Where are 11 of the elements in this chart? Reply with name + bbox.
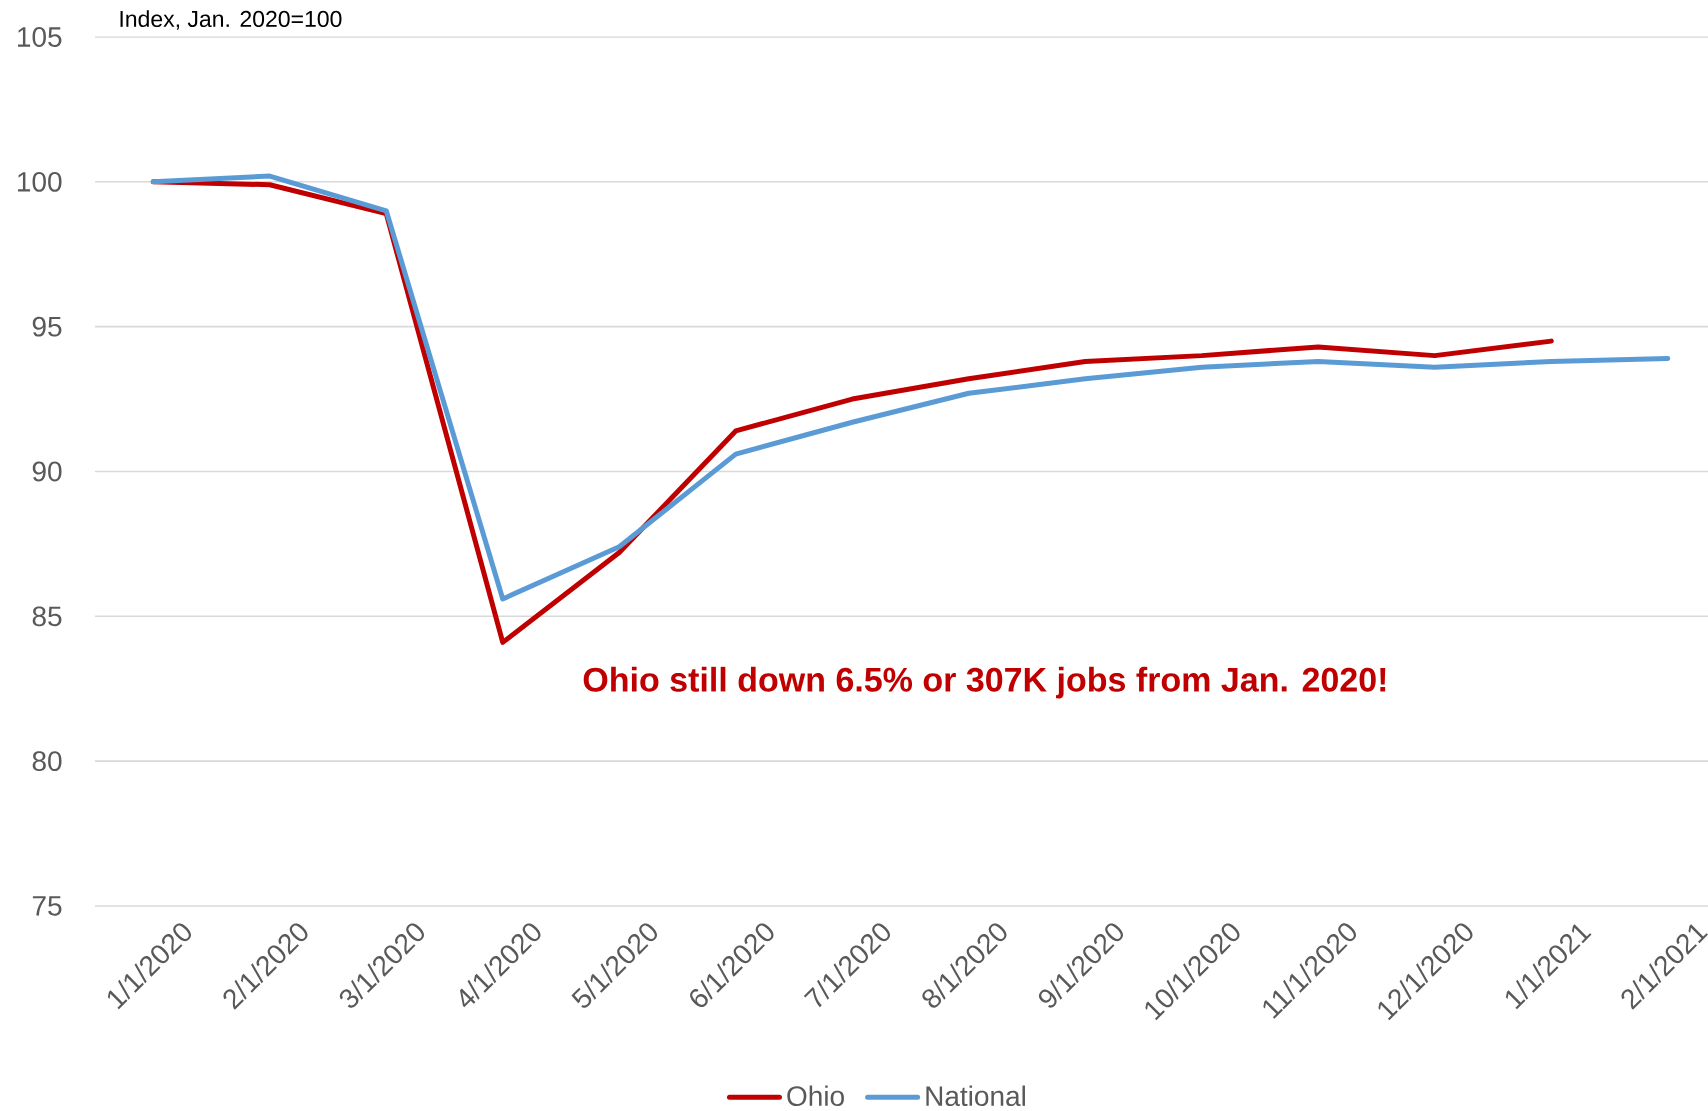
y-tick-label: 75 bbox=[32, 896, 62, 916]
y-tick-label: 90 bbox=[32, 461, 62, 482]
annotation: Ohio still down 6.5% or 307K jobs from Jan. 2020! bbox=[583, 666, 1386, 699]
legend-label: National bbox=[926, 1085, 1025, 1107]
y-axis-title: Index, Jan. 2020=100 bbox=[120, 10, 342, 30]
y-tick-label: 100 bbox=[18, 171, 62, 192]
legend-label: Ohio bbox=[787, 1085, 844, 1107]
y-tick-label: 80 bbox=[32, 751, 62, 772]
y-tick-label: 95 bbox=[32, 316, 62, 337]
y-tick-label: 85 bbox=[32, 606, 62, 627]
y-tick-label: 105 bbox=[18, 27, 62, 47]
